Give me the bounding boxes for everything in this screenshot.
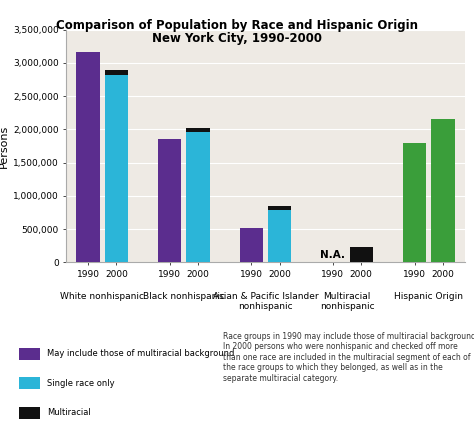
Text: Hispanic Origin: Hispanic Origin	[394, 292, 463, 301]
Text: Single race only: Single race only	[47, 379, 115, 388]
Bar	[105, 70, 128, 75]
Bar	[76, 52, 100, 262]
Bar	[349, 247, 373, 262]
Bar	[431, 119, 455, 262]
Bar	[268, 210, 291, 262]
Text: Black nonhispanic: Black nonhispanic	[143, 292, 225, 301]
Text: White nonhispanic: White nonhispanic	[60, 292, 144, 301]
Text: N.A.: N.A.	[320, 250, 346, 260]
Bar	[240, 228, 263, 262]
Bar	[158, 139, 182, 262]
Text: Multiracial: Multiracial	[47, 408, 91, 418]
Text: Comparison of Population by Race and Hispanic Origin: Comparison of Population by Race and His…	[56, 19, 418, 32]
Text: Multiracial
nonhispanic: Multiracial nonhispanic	[320, 292, 374, 311]
Bar	[186, 132, 210, 262]
Text: Race groups in 1990 may include those of multiracial backgrounds.
In 2000 person: Race groups in 1990 may include those of…	[223, 332, 474, 383]
Text: Asian & Pacific Islander
nonhispanic: Asian & Pacific Islander nonhispanic	[213, 292, 318, 311]
Text: May include those of multiracial background: May include those of multiracial backgro…	[47, 349, 235, 358]
Bar	[403, 143, 426, 262]
Text: New York City, 1990-2000: New York City, 1990-2000	[152, 32, 322, 45]
Bar	[186, 128, 210, 132]
Bar	[105, 75, 128, 262]
Bar	[268, 206, 291, 210]
Y-axis label: Persons: Persons	[0, 124, 9, 168]
